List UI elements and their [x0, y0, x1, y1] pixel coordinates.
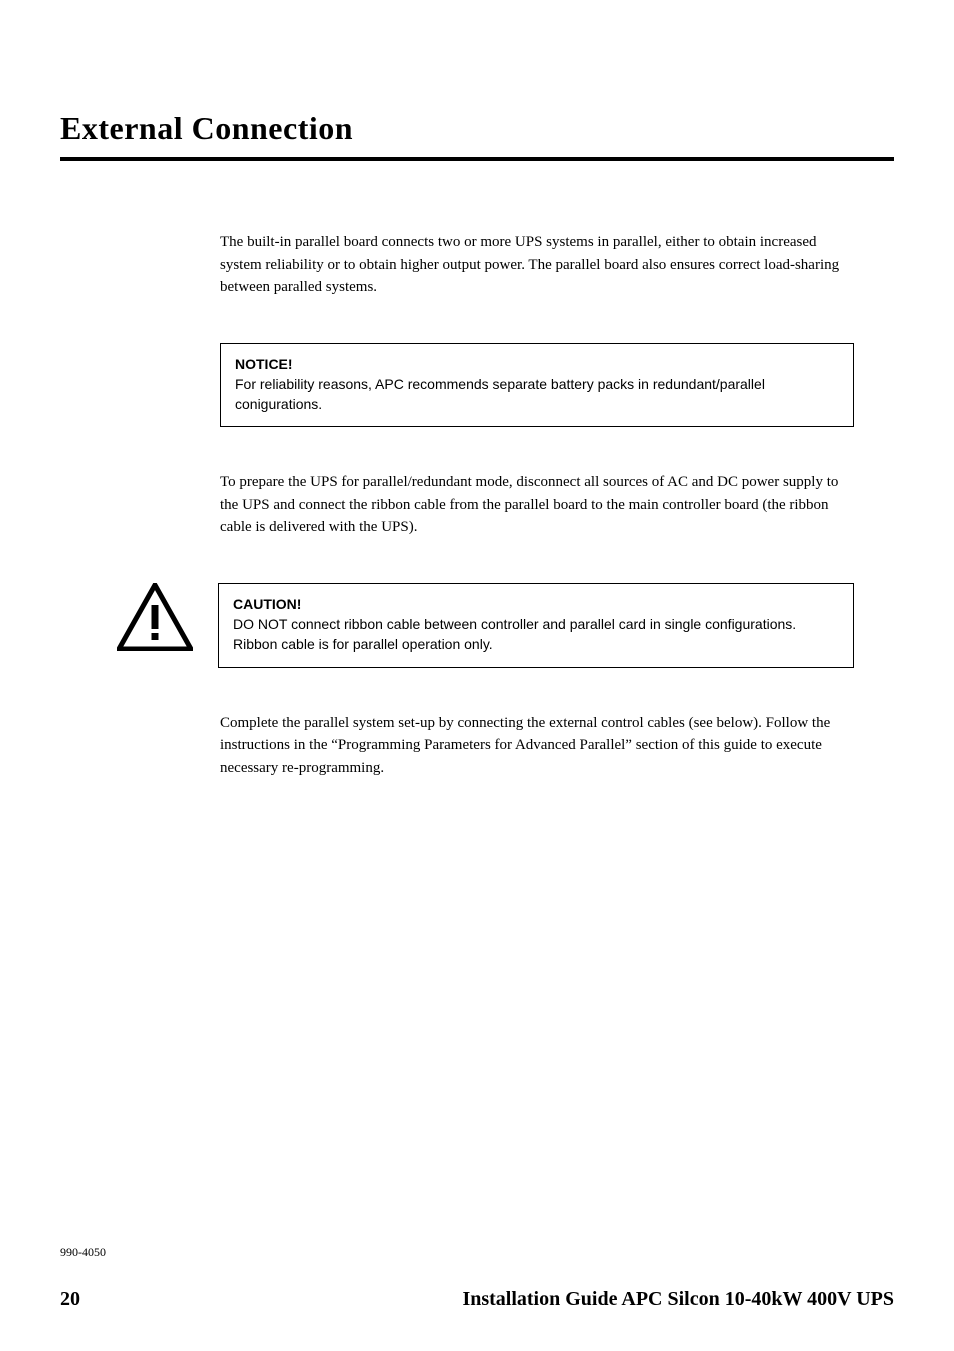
- page: External Connection The built-in paralle…: [0, 0, 954, 1351]
- notice-body: For reliability reasons, APC recommends …: [235, 376, 765, 412]
- body-content: The built-in parallel board connects two…: [220, 231, 854, 779]
- notice-callout: NOTICE! For reliability reasons, APC rec…: [220, 343, 854, 428]
- heading-rule: [60, 157, 894, 161]
- intro-paragraph: The built-in parallel board connects two…: [220, 231, 854, 299]
- caution-body: DO NOT connect ribbon cable between cont…: [233, 616, 796, 652]
- document-id: 990-4050: [60, 1245, 894, 1260]
- notice-title: NOTICE!: [235, 356, 293, 372]
- section-heading: External Connection: [60, 110, 894, 147]
- page-footer: 990-4050 20 Installation Guide APC Silco…: [60, 1245, 894, 1311]
- caution-callout: CAUTION! DO NOT connect ribbon cable bet…: [218, 583, 854, 668]
- caution-row: CAUTION! DO NOT connect ribbon cable bet…: [110, 583, 854, 668]
- page-number: 20: [60, 1288, 80, 1311]
- footer-title: Installation Guide APC Silcon 10-40kW 40…: [462, 1288, 894, 1311]
- prepare-paragraph: To prepare the UPS for parallel/redundan…: [220, 471, 854, 539]
- footer-row: 20 Installation Guide APC Silcon 10-40kW…: [60, 1288, 894, 1311]
- complete-paragraph: Complete the parallel system set-up by c…: [220, 712, 854, 780]
- warning-triangle-icon: [110, 583, 200, 651]
- caution-title: CAUTION!: [233, 596, 301, 612]
